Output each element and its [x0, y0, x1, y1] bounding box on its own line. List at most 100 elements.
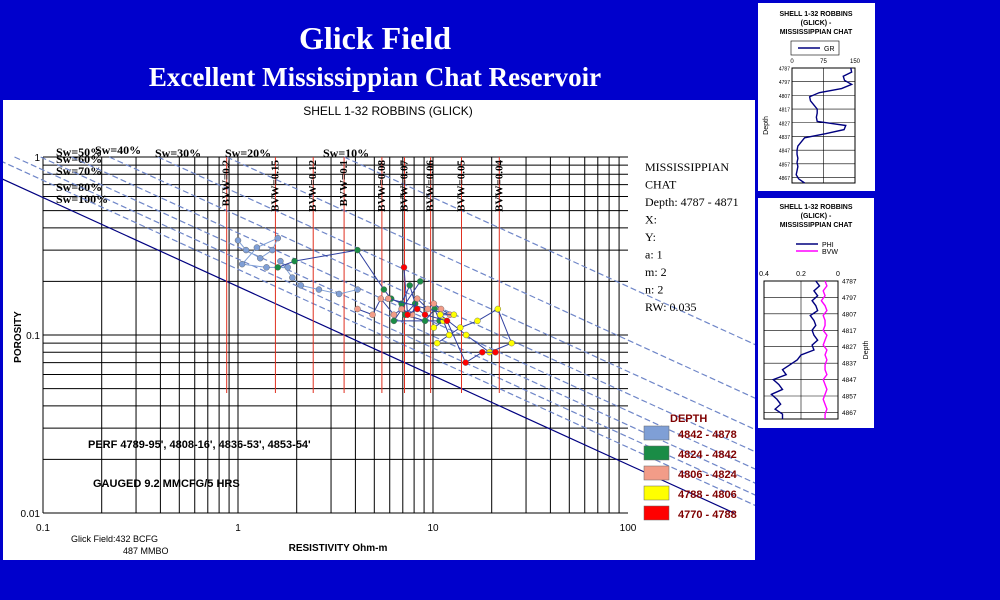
data-point [508, 339, 515, 347]
track-depth-label: 4807 [842, 311, 857, 318]
track-depth-label: 4827 [779, 121, 790, 127]
phi-bvw-track-chart: SHELL 1-32 ROBBINS (GLICK) - MISSISSIPPIAN… [759, 204, 870, 420]
track-depth-label: 4817 [842, 328, 857, 335]
x-axis-label: RESISTIVITY Ohm-m [289, 543, 388, 554]
data-point [406, 282, 413, 289]
data-point [398, 305, 405, 313]
page-title: Glick Field [299, 20, 451, 56]
data-point [421, 311, 429, 318]
bvw-label: BVW=0.08 [376, 160, 388, 212]
x-tick-label: 100 [620, 523, 637, 534]
data-point [385, 295, 392, 302]
phi-bvw-track-panel: SHELL 1-32 ROBBINS (GLICK) - MISSISSIPPIAN… [758, 198, 874, 428]
data-point [289, 274, 296, 281]
sw-line [157, 156, 755, 431]
track-depth-label: 4847 [779, 149, 790, 155]
data-point [390, 317, 398, 325]
track-depth-label: 4817 [779, 108, 790, 114]
legend-label: 4842 - 4878 [678, 429, 737, 441]
sw-line [226, 156, 755, 399]
parameters-block: MISSISSIPPIAN CHAT Depth: 4787 - 4871 X: Y: a… [645, 160, 739, 314]
sw-label: Sw=30% [155, 146, 201, 160]
track-depth-label: 4867 [842, 410, 857, 417]
track-depth-label: 4867 [779, 176, 790, 182]
track-legend-box [790, 40, 840, 56]
param-line: m: 2 [645, 265, 667, 279]
track-depth-label: 4857 [779, 162, 790, 168]
track-x-tick: 75 [820, 59, 827, 65]
param-line: RW: 0.035 [645, 300, 697, 314]
data-point [421, 317, 429, 325]
data-point [284, 264, 291, 271]
field-oil-annotation: 487 MMBO [123, 546, 169, 556]
bvw-label: BVW=0.2 [221, 160, 233, 207]
param-line: X: [645, 213, 657, 227]
legend-swatch [643, 485, 670, 501]
track-title-line: SHELL 1-32 ROBBINS [780, 204, 853, 211]
data-point [463, 331, 470, 339]
gr-curve [795, 67, 854, 184]
gauged-annotation: GAUGED 9.2 MMCFG/5 HRS [93, 478, 240, 490]
field-gas-annotation: Glick Field:432 BCFG [71, 534, 158, 544]
sw-label: Sw=80% [56, 180, 102, 194]
data-point [354, 286, 361, 293]
data-point [234, 237, 242, 244]
data-point [380, 286, 388, 293]
param-line: n: 2 [645, 283, 663, 297]
track-title-line: SHELL 1-32 ROBBINS [780, 11, 853, 18]
x-tick-label: 0.1 [36, 523, 50, 534]
legend-swatch [643, 505, 670, 521]
bvw-curve [820, 280, 828, 419]
bvw-label: BVW=0.1 [338, 160, 350, 206]
legend-swatch [643, 465, 670, 481]
legend-title: DEPTH [670, 413, 707, 425]
legend-swatch [643, 445, 670, 461]
track-depth-label: 4797 [779, 80, 790, 86]
data-point [494, 305, 502, 313]
legend-label: 4824 - 4842 [678, 449, 737, 461]
track-depth-label: 4837 [779, 135, 790, 141]
data-point [400, 264, 408, 271]
sw-label: Sw=10% [323, 146, 369, 160]
y-tick-label: 1 [34, 153, 40, 164]
data-point [417, 278, 424, 285]
legend-label: 4806 - 4824 [678, 469, 738, 481]
data-point [257, 255, 264, 262]
data-point [269, 246, 276, 254]
gr-track-chart: SHELL 1-32 ROBBINS (GLICK) - MISSISSIPPIAN… [763, 11, 861, 184]
data-point [457, 324, 464, 331]
track-depth-label: 4787 [779, 67, 790, 73]
data-point [445, 331, 453, 339]
bvw-label: BVW=0.05 [455, 160, 467, 212]
series-line [433, 308, 513, 353]
data-point [263, 264, 270, 271]
track-depth-axis-label: Depth [763, 116, 770, 135]
data-point [315, 286, 323, 293]
track-depth-label: 4787 [842, 279, 857, 286]
x-tick-label: 1 [235, 523, 241, 534]
data-point [238, 260, 246, 268]
data-point [291, 257, 298, 265]
gr-track-panel: SHELL 1-32 ROBBINS (GLICK) - MISSISSIPPIAN… [758, 3, 875, 191]
track-depth-label: 4847 [842, 377, 857, 384]
track-depth-axis-label: Depth [863, 341, 870, 360]
y-tick-label: 0.01 [21, 509, 41, 520]
data-point [430, 324, 438, 331]
sw-label: Sw=100% [56, 192, 108, 206]
track-title-line: MISSISSIPPIAN CHAT [780, 29, 853, 36]
legend-swatch [643, 425, 670, 441]
data-point [404, 311, 411, 318]
track-legend-label: GR [824, 46, 835, 53]
track-depth-label: 4797 [842, 295, 857, 302]
track-depth-label: 4807 [779, 94, 790, 100]
bvw-label: BVW=0.04 [493, 160, 505, 212]
track-x-tick: 0.2 [796, 271, 806, 278]
y-tick-label: 0.1 [26, 331, 40, 342]
sw-label: Sw=40% [95, 143, 141, 157]
data-point [377, 295, 385, 302]
data-point [450, 311, 458, 318]
y-axis-label: POROSITY [13, 311, 24, 363]
track-x-tick: 0.4 [759, 271, 769, 278]
sw-label: Sw=70% [56, 164, 102, 178]
data-point [437, 311, 444, 318]
